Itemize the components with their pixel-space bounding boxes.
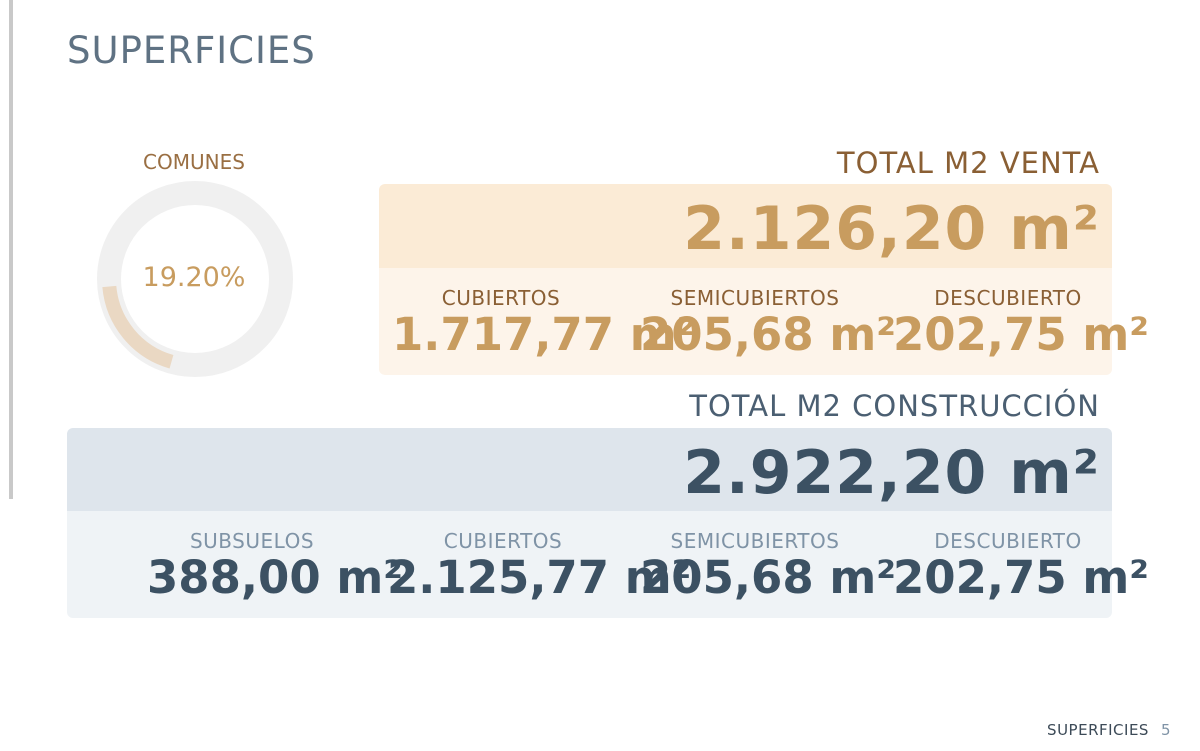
- build-breakdown: SUBSUELOS 388,00 m² CUBIERTOS 2.125,77 m…: [67, 511, 1149, 618]
- build-title: TOTAL M2 CONSTRUCCIÓN: [689, 389, 1100, 423]
- build-item-value: 205,68 m²: [640, 551, 896, 604]
- sale-total-box: 2.126,20 m²: [379, 184, 1112, 268]
- build-item-label: CUBIERTOS: [443, 529, 563, 553]
- left-rule: [9, 0, 13, 499]
- sale-item-label: CUBIERTOS: [441, 286, 561, 310]
- build-item-subsuelos: SUBSUELOS 388,00 m²: [147, 529, 403, 604]
- common-donut-chart: [97, 181, 293, 377]
- build-item-descubierto: DESCUBIERTO 202,75 m²: [893, 529, 1149, 604]
- page-number: 5: [1160, 721, 1171, 739]
- sale-item-value: 202,75 m²: [893, 308, 1149, 361]
- build-item-value: 388,00 m²: [147, 551, 403, 604]
- build-item-label: SEMICUBIERTOS: [670, 529, 840, 553]
- sale-item-value: 205,68 m²: [640, 308, 896, 361]
- sale-item-value: 1.717,77 m²: [392, 308, 697, 361]
- build-item-semicubiertos: SEMICUBIERTOS 205,68 m²: [640, 529, 896, 604]
- build-item-label: DESCUBIERTO: [934, 529, 1082, 553]
- build-item-label: SUBSUELOS: [189, 529, 315, 553]
- build-item-value: 2.125,77 m²: [387, 551, 692, 604]
- donut-percent: 19.20%: [142, 262, 246, 293]
- page-title: SUPERFICIES: [67, 29, 316, 72]
- build-item-value: 202,75 m²: [893, 551, 1149, 604]
- sale-breakdown: CUBIERTOS 1.717,77 m² SEMICUBIERTOS 205,…: [379, 268, 1149, 375]
- sale-total-value: 2.126,20 m²: [683, 194, 1100, 264]
- donut-fill-arc: [102, 285, 174, 369]
- footer: SUPERFICIES 5: [1047, 721, 1171, 739]
- build-total-box: 2.922,20 m²: [67, 428, 1112, 511]
- build-item-cubiertos: CUBIERTOS 2.125,77 m²: [387, 529, 692, 604]
- sale-item-descubierto: DESCUBIERTO 202,75 m²: [893, 286, 1149, 361]
- sale-item-semicubiertos: SEMICUBIERTOS 205,68 m²: [640, 286, 896, 361]
- sale-item-label: DESCUBIERTO: [934, 286, 1082, 310]
- footer-section: SUPERFICIES: [1047, 721, 1149, 739]
- donut-track: [97, 181, 293, 377]
- donut-label: COMUNES: [143, 150, 245, 174]
- build-total-value: 2.922,20 m²: [683, 438, 1100, 508]
- sale-title: TOTAL M2 VENTA: [836, 146, 1100, 180]
- sale-item-label: SEMICUBIERTOS: [670, 286, 840, 310]
- sale-item-cubiertos: CUBIERTOS 1.717,77 m²: [392, 286, 697, 361]
